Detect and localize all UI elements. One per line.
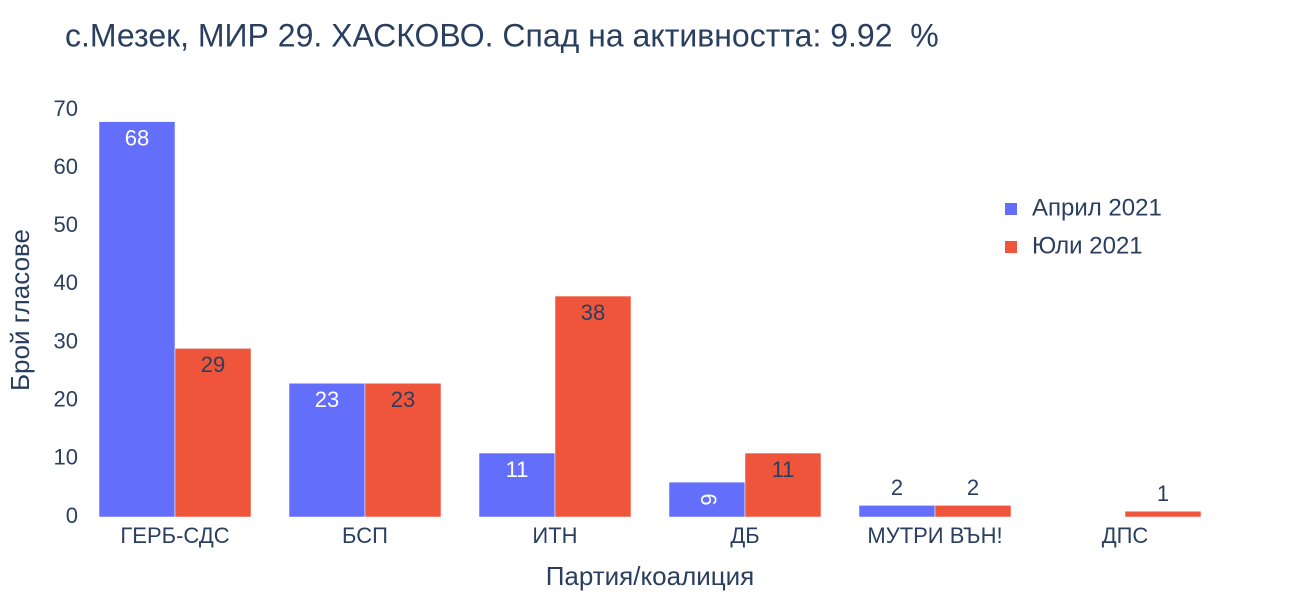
value-label: 23 — [315, 387, 339, 412]
x-tick-label: БСП — [342, 523, 388, 548]
y-axis-title: Брой гласове — [5, 229, 35, 391]
y-tick-label: 20 — [54, 387, 78, 412]
value-label: 1 — [1157, 481, 1169, 506]
bar — [934, 505, 1012, 518]
x-tick-label: ДПС — [1102, 523, 1149, 548]
bar — [174, 348, 252, 518]
bar — [554, 295, 632, 518]
x-tick-label: ИТН — [532, 523, 577, 548]
bar — [288, 383, 366, 518]
y-tick-label: 0 — [66, 503, 78, 528]
legend-label: Юли 2021 — [1032, 232, 1143, 259]
value-label: 6 — [696, 493, 721, 505]
x-tick-label: ГЕРБ-СДС — [120, 523, 229, 548]
bar — [858, 505, 936, 518]
y-tick-label: 10 — [54, 445, 78, 470]
value-label: 29 — [201, 352, 225, 377]
y-tick-label: 30 — [54, 328, 78, 353]
value-label: 2 — [891, 475, 903, 500]
y-tick-label: 50 — [54, 212, 78, 237]
x-tick-label: МУТРИ ВЪН! — [867, 523, 1002, 548]
legend-swatch — [1005, 203, 1017, 215]
x-tick-label: ДБ — [730, 523, 759, 548]
bar — [668, 481, 746, 518]
y-tick-label: 40 — [54, 270, 78, 295]
y-tick-label: 60 — [54, 154, 78, 179]
value-label: 11 — [772, 457, 795, 482]
y-tick-label: 70 — [54, 96, 78, 121]
value-label: 11 — [506, 457, 529, 482]
value-label: 38 — [581, 300, 605, 325]
bar — [1124, 510, 1202, 518]
x-axis-title: Партия/коалиция — [546, 561, 755, 591]
bar — [98, 121, 176, 518]
bar — [744, 452, 822, 518]
legend-label: Април 2021 — [1032, 194, 1162, 221]
bar — [1048, 516, 1126, 518]
bar — [364, 383, 442, 518]
chart-title: с.Мезек, МИР 29. ХАСКОВО. Спад на активн… — [65, 17, 939, 53]
legend-swatch — [1005, 241, 1017, 253]
value-label: 23 — [391, 387, 415, 412]
bar — [478, 452, 556, 518]
value-label: 68 — [125, 125, 149, 150]
value-label: 2 — [967, 475, 979, 500]
